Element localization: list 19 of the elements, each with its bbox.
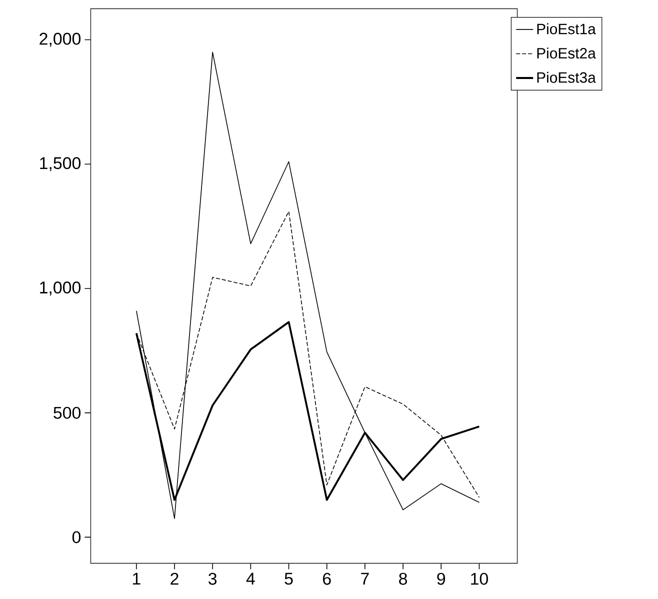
x-tick-label: 1: [132, 572, 140, 584]
x-tick-label: 10: [471, 572, 488, 585]
x-tick-label: 2: [170, 572, 178, 585]
y-tick-label: 1,500: [40, 157, 81, 172]
y-tick-label: 1,000: [40, 281, 81, 296]
x-tick-label: 3: [208, 572, 217, 585]
legend-label: PioEst1a: [537, 23, 596, 34]
line-series: [136, 52, 480, 519]
y-tick-label: 500: [54, 406, 81, 419]
x-tick-label: 9: [437, 572, 446, 585]
legend-label: PioEst2a: [537, 48, 596, 59]
x-tick-label: 7: [361, 572, 369, 584]
legend-label: PioEst3a: [537, 72, 596, 83]
x-tick-label: 5: [284, 572, 293, 585]
x-tick-label: 6: [323, 572, 331, 585]
y-tick-label: 0: [72, 531, 81, 544]
x-tick-label: 8: [399, 572, 408, 585]
x-tick-label: 4: [246, 572, 255, 584]
y-tick-label: 2,000: [40, 32, 81, 47]
